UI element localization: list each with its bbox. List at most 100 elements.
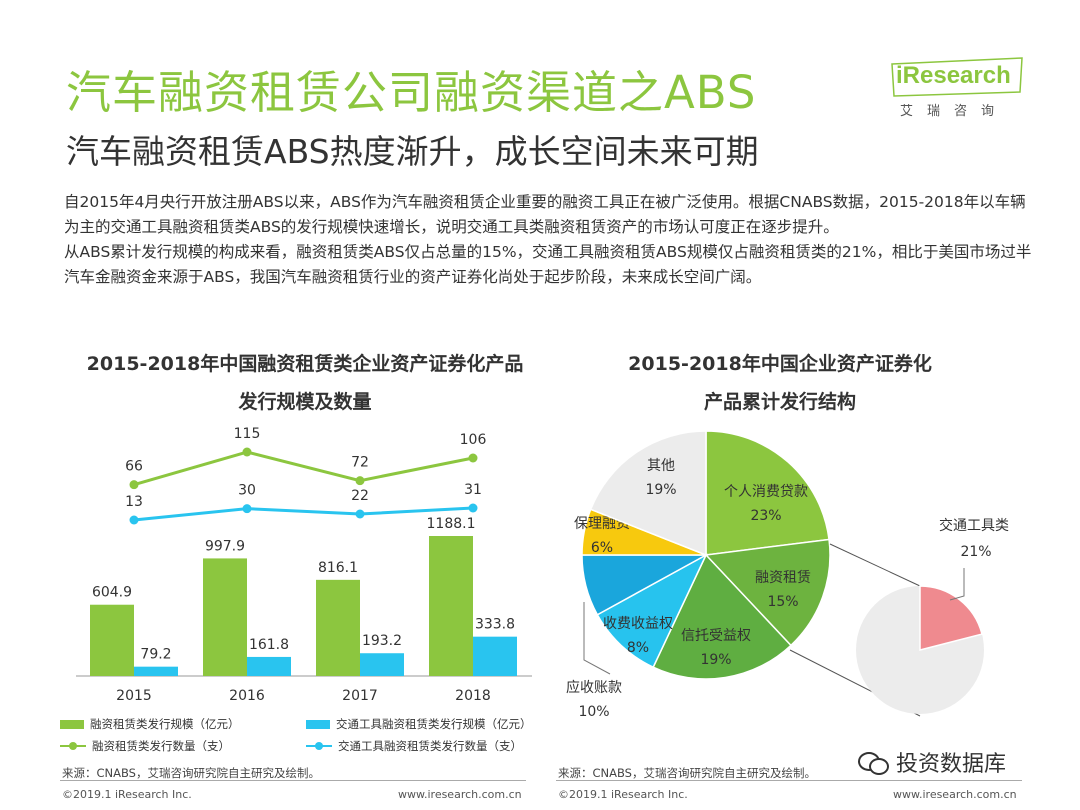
x-tick-label: 2016	[229, 688, 265, 704]
line-point	[355, 509, 365, 519]
line-point	[355, 476, 365, 486]
legend-item-bar-2: 交通工具融资租赁类发行规模（亿元）	[306, 716, 532, 732]
bar-value-label: 193.2	[362, 633, 402, 649]
legend-label: 交通工具融资租赁类发行数量（支）	[338, 739, 522, 753]
pie-slice-label: 信托受益权	[681, 628, 751, 644]
bar-value-label: 604.9	[92, 585, 132, 601]
bar-transport-2017	[360, 653, 404, 676]
bar-value-label: 997.9	[205, 538, 245, 554]
wechat-watermark: 投资数据库	[858, 746, 1006, 778]
pie-slice-pct: 19%	[700, 652, 731, 668]
pie-slice-应收账款	[596, 553, 708, 669]
sub-pie-leader-line	[949, 568, 965, 601]
bar-value-label: 1188.1	[427, 516, 476, 532]
pie-slice-pct: 8%	[627, 640, 649, 656]
logo-subtext: 艾瑞咨询	[900, 104, 1009, 119]
pie-slice-label: 应收账款	[566, 679, 622, 696]
description-block: 自2015年4月央行开放注册ABS以来，ABS作为汽车融资租赁企业重要的融资工具…	[64, 190, 1034, 290]
line-point	[242, 504, 252, 514]
x-tick-label: 2018	[455, 688, 491, 704]
line-value-label: 13	[125, 494, 143, 510]
bar-transport-2015	[134, 666, 178, 676]
x-tick-label: 2015	[116, 688, 152, 704]
sub-pie-pct: 21%	[960, 544, 991, 560]
line-series-transport	[133, 506, 474, 522]
legend-label: 融资租赁类发行数量（支）	[92, 739, 230, 753]
line-point	[468, 453, 478, 463]
divider-left	[60, 780, 526, 781]
pie-chart-title-line2: 产品累计发行结构	[703, 391, 856, 413]
bar-leasing-2018	[429, 536, 473, 676]
pie-chart-title: 2015-2018年中国企业资产证券化 产品累计发行结构	[570, 345, 990, 421]
divider-right	[556, 780, 1022, 781]
logo-text: iResearch	[896, 62, 1011, 89]
bar-value-label: 79.2	[140, 647, 171, 663]
x-tick-label: 2017	[342, 688, 378, 704]
line-value-label: 115	[234, 426, 261, 442]
pie-slice-pct: 19%	[645, 482, 676, 498]
wechat-icon	[858, 750, 889, 775]
bar-transport-2018	[473, 636, 517, 676]
line-value-label: 72	[351, 455, 369, 471]
line-point	[129, 480, 139, 490]
pie-slice-其他	[589, 430, 707, 557]
pie-leader-line	[583, 602, 611, 675]
legend-line-green-icon	[60, 741, 86, 751]
logo-background-icon	[891, 57, 1023, 97]
pie-slice-pct: 15%	[767, 594, 798, 610]
pie-slice-label: 收费收益权	[603, 616, 673, 632]
legend-label: 融资租赁类发行规模（亿元）	[90, 717, 240, 731]
pie-slice-label: 个人消费贷款	[724, 484, 808, 500]
sub-pie-label: 交通工具类	[939, 517, 1009, 534]
page-subtitle: 汽车融资租赁ABS热度渐升，成长空间未来可期	[66, 132, 759, 171]
line-point	[468, 503, 478, 513]
legend-swatch-green-bar	[60, 719, 84, 729]
footer-copyright-left: ©2019.1 iResearch Inc.	[62, 788, 192, 801]
pie-slice-label: 其他	[647, 458, 675, 474]
bar-chart-source: 来源：CNABS，艾瑞咨询研究院自主研究及绘制。	[62, 766, 320, 780]
bar-value-label: 816.1	[318, 560, 358, 576]
pie-slice-融资租赁	[704, 538, 831, 647]
pie-chart-source: 来源：CNABS，艾瑞咨询研究院自主研究及绘制。	[558, 766, 816, 780]
sub-pie-connector-top	[829, 543, 921, 587]
line-value-label: 66	[125, 459, 143, 475]
pie-chart-title-line1: 2015-2018年中国企业资产证券化	[628, 353, 932, 375]
bar-transport-2016	[247, 656, 291, 676]
pie-slice-pct: 6%	[591, 540, 613, 556]
pie-slice-pct: 10%	[578, 704, 609, 720]
bar-leasing-2016	[203, 558, 247, 676]
page-title: 汽车融资租赁公司融资渠道之ABS	[66, 66, 757, 119]
legend-item-bar-1: 融资租赁类发行规模（亿元）	[60, 716, 240, 732]
footer-url-left[interactable]: www.iresearch.com.cn	[398, 788, 522, 801]
line-point	[129, 515, 139, 525]
bar-chart-title: 2015-2018年中国融资租赁类企业资产证券化产品 发行规模及数量	[50, 345, 560, 421]
bar-value-label: 161.8	[249, 637, 289, 653]
pie-slice-label: 融资租赁	[755, 570, 811, 586]
line-value-label: 31	[464, 482, 482, 498]
legend-line-cyan-icon	[306, 741, 332, 751]
bar-value-label: 333.8	[475, 617, 515, 633]
pie-slice-pct: 23%	[750, 508, 781, 524]
line-series-leasing	[133, 450, 474, 487]
line-value-label: 30	[238, 483, 256, 499]
pie-slice-个人消费贷款	[705, 430, 830, 556]
bar-leasing-2017	[316, 579, 360, 676]
legend-item-line-1: 融资租赁类发行数量（支）	[60, 738, 230, 754]
line-value-label: 106	[460, 432, 487, 448]
legend-item-line-2: 交通工具融资租赁类发行数量（支）	[306, 738, 522, 754]
description-paragraph-1: 自2015年4月央行开放注册ABS以来，ABS作为汽车融资租赁企业重要的融资工具…	[64, 193, 1026, 236]
legend-label: 交通工具融资租赁类发行规模（亿元）	[336, 717, 532, 731]
bar-chart-title-line1: 2015-2018年中国融资租赁类企业资产证券化产品	[86, 353, 524, 375]
pie-slice-信托受益权	[652, 553, 792, 680]
footer-copyright-right: ©2019.1 iResearch Inc.	[558, 788, 688, 801]
sub-pie-slice-transport	[919, 585, 983, 651]
description-paragraph-2: 从ABS累计发行规模的构成来看，融资租赁类ABS仅占总量的15%，交通工具融资租…	[64, 243, 1032, 286]
line-value-label: 22	[351, 488, 369, 504]
bar-leasing-2015	[90, 604, 134, 676]
wechat-label: 投资数据库	[896, 752, 1007, 777]
footer-url-right[interactable]: www.iresearch.com.cn	[893, 788, 1017, 801]
legend-swatch-cyan-bar	[306, 719, 330, 729]
line-point	[242, 447, 252, 457]
bar-chart-title-line2: 发行规模及数量	[238, 391, 372, 413]
